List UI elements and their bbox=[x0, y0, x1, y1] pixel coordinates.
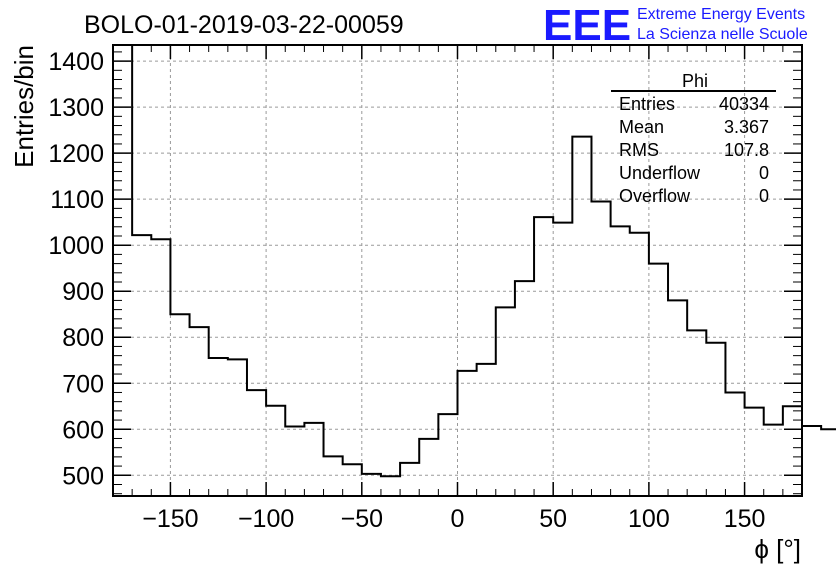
y-tick-label: 1100 bbox=[50, 186, 104, 214]
y-tick-label: 800 bbox=[62, 324, 104, 352]
grid bbox=[113, 45, 802, 496]
x-tick-labels: −150 −100 −50 0 50 100 150 bbox=[142, 505, 765, 533]
y-tick-label: 900 bbox=[62, 278, 104, 306]
stats-row-label: RMS bbox=[619, 140, 659, 160]
x-tick-label: 50 bbox=[539, 505, 567, 533]
y-tick-label: 1400 bbox=[48, 48, 104, 76]
plot-frame bbox=[112, 44, 803, 497]
stats-box: Phi Entries 40334 Mean 3.367 RMS 107.8 Underfl… bbox=[611, 71, 776, 206]
stats-row-value: 40334 bbox=[719, 94, 769, 114]
x-tick-label: −50 bbox=[341, 505, 383, 533]
x-axis-label: ϕ [°] bbox=[754, 534, 801, 564]
y-tick-label: 700 bbox=[62, 370, 104, 398]
stats-row-value: 0 bbox=[759, 186, 769, 206]
stats-row-label: Underflow bbox=[619, 163, 701, 183]
x-tick-label: 150 bbox=[724, 505, 766, 533]
chart-title: BOLO-01-2019-03-22-00059 bbox=[84, 11, 404, 39]
stats-row-value: 3.367 bbox=[724, 117, 769, 137]
axis-ticks bbox=[112, 45, 803, 496]
x-tick-label: 0 bbox=[451, 505, 465, 533]
y-tick-label: 1000 bbox=[48, 232, 104, 260]
logo-line2: La Scienza nelle Scuole bbox=[637, 26, 808, 43]
y-tick-label: 500 bbox=[62, 462, 104, 490]
stats-row-value: 0 bbox=[759, 163, 769, 183]
logo-line1: Extreme Energy Events bbox=[637, 6, 805, 23]
stats-row-value: 107.8 bbox=[724, 140, 769, 160]
stats-row-label: Entries bbox=[619, 94, 675, 114]
y-tick-labels: 500 600 700 800 900 1000 1100 1200 1300 1400 bbox=[48, 48, 104, 490]
stats-row-label: Overflow bbox=[619, 186, 691, 206]
x-tick-label: 100 bbox=[628, 505, 670, 533]
stats-row-label: Mean bbox=[619, 117, 664, 137]
y-tick-label: 1300 bbox=[48, 94, 104, 122]
histogram-line bbox=[113, 44, 836, 478]
y-tick-label: 600 bbox=[62, 416, 104, 444]
x-tick-label: −100 bbox=[238, 505, 294, 533]
x-tick-label: −150 bbox=[142, 505, 198, 533]
stats-name: Phi bbox=[682, 71, 708, 91]
eee-logo-icon: EEE bbox=[543, 1, 631, 50]
y-axis-label: Entries/bin bbox=[9, 45, 39, 168]
stats-rows: Entries 40334 Mean 3.367 RMS 107.8 Underflow 0 O… bbox=[619, 94, 769, 206]
y-tick-label: 1200 bbox=[48, 140, 104, 168]
